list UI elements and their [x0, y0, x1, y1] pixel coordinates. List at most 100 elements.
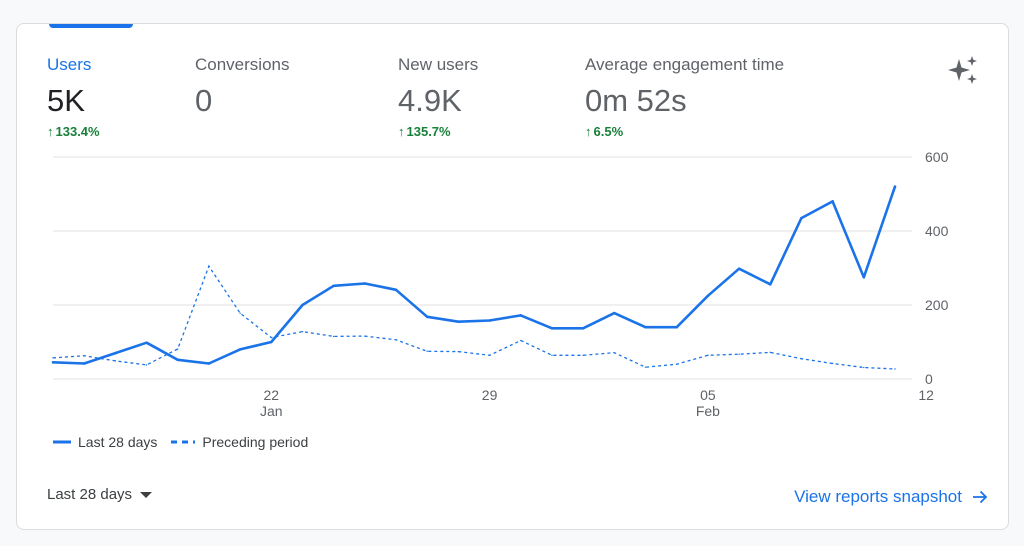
data-point-last-28-days — [332, 284, 335, 288]
data-point-preceding-period — [551, 354, 553, 357]
view-reports-snapshot-link[interactable]: View reports snapshot — [794, 487, 988, 507]
x-tick-month-label: Feb — [696, 403, 720, 419]
data-point-last-28-days — [207, 362, 211, 365]
data-point-preceding-period — [582, 354, 584, 357]
data-point-last-28-days — [675, 325, 679, 329]
y-tick-label: 600 — [925, 149, 949, 165]
date-range-label: Last 28 days — [47, 486, 133, 503]
data-point-last-28-days — [238, 348, 242, 351]
metric-tab-conversions[interactable]: Conversions 0 — [195, 54, 290, 119]
data-point-last-28-days — [51, 361, 55, 364]
metric-change: ↑ 135.7% — [398, 124, 451, 139]
metric-value: 4.9K — [398, 83, 462, 118]
data-point-preceding-period — [520, 339, 522, 342]
data-point-last-28-days — [644, 325, 647, 329]
metric-tab-users[interactable]: Users 5K ↑ 133.4% — [47, 54, 100, 140]
solid-line-swatch-icon — [53, 440, 71, 444]
series-line-last-28-days — [52, 186, 897, 365]
users-overview-card: Users 5K ↑ 133.4% Conversions 0 New users… — [16, 23, 1009, 530]
dashed-line-swatch-icon — [171, 440, 196, 444]
data-point-preceding-period — [301, 330, 304, 333]
date-range-dropdown[interactable]: Last 28 days — [47, 486, 153, 503]
data-point-preceding-period — [208, 265, 210, 267]
data-points — [51, 185, 897, 370]
chart-legend: Last 28 days Preceding period — [53, 434, 322, 450]
data-point-preceding-period — [145, 364, 148, 366]
data-point-preceding-period — [52, 357, 54, 359]
series-line-preceding-period — [52, 264, 896, 370]
legend-item-current: Last 28 days — [53, 434, 157, 450]
metric-label: Conversions — [195, 55, 290, 74]
up-arrow-icon: ↑ — [585, 124, 592, 139]
metric-tab-new-users[interactable]: New users 4.9K ↑ 135.7% — [398, 54, 478, 140]
x-tick-label: 29 — [482, 387, 498, 403]
data-point-preceding-period — [488, 354, 491, 357]
gridlines — [53, 156, 912, 380]
metric-change: ↑ 133.4% — [47, 124, 100, 139]
data-point-preceding-period — [769, 351, 771, 354]
data-point-last-28-days — [581, 327, 585, 330]
arrow-right-icon — [973, 490, 988, 504]
data-point-last-28-days — [457, 320, 460, 323]
data-point-preceding-period — [83, 354, 85, 357]
data-point-last-28-days — [737, 267, 741, 271]
metric-value: 0 — [195, 83, 213, 118]
data-point-last-28-days — [488, 319, 491, 322]
metric-label: Average engagement time — [585, 55, 785, 74]
metric-change: ↑ 6.5% — [585, 124, 624, 139]
x-tick-label: 12 — [918, 387, 934, 403]
data-point-last-28-days — [893, 185, 897, 188]
y-tick-label: 400 — [925, 223, 949, 239]
data-point-last-28-days — [269, 340, 273, 344]
data-point-preceding-period — [239, 312, 241, 314]
data-point-last-28-days — [768, 282, 772, 286]
y-tick-label: 200 — [925, 297, 949, 313]
data-point-last-28-days — [176, 358, 180, 362]
caret-down-icon — [140, 491, 153, 498]
active-tab-indicator — [49, 24, 133, 28]
data-point-preceding-period — [707, 354, 709, 357]
data-point-last-28-days — [613, 311, 616, 315]
legend-label: Preceding period — [202, 434, 309, 450]
data-point-last-28-days — [862, 275, 866, 279]
data-point-preceding-period — [177, 348, 179, 350]
data-point-preceding-period — [831, 362, 834, 365]
metric-tab-avg-engagement[interactable]: Average engagement time 0m 52s ↑ 6.5% — [585, 54, 784, 140]
data-point-preceding-period — [114, 360, 117, 362]
data-point-last-28-days — [800, 216, 803, 220]
view-link-label: View reports snapshot — [794, 487, 962, 506]
data-point-last-28-days — [706, 294, 710, 298]
sparkle-insights-icon[interactable] — [947, 54, 981, 88]
data-point-last-28-days — [114, 351, 117, 355]
metric-value: 0m 52s — [585, 83, 687, 118]
data-point-last-28-days — [394, 288, 398, 292]
data-point-last-28-days — [301, 303, 304, 307]
metric-label: New users — [398, 55, 479, 74]
x-tick-label: 05 — [700, 387, 716, 403]
data-point-last-28-days — [519, 314, 523, 317]
up-arrow-icon: ↑ — [398, 124, 405, 139]
y-tick-label: 0 — [925, 371, 933, 387]
data-point-last-28-days — [363, 282, 367, 285]
data-point-preceding-period — [457, 350, 460, 353]
data-point-preceding-period — [364, 335, 366, 337]
data-point-preceding-period — [395, 339, 397, 341]
data-point-preceding-period — [613, 352, 616, 354]
y-axis-ticks: 0 200 400 600 — [925, 149, 949, 387]
data-point-preceding-period — [800, 357, 803, 360]
data-point-last-28-days — [82, 362, 86, 365]
legend-item-previous: Preceding period — [171, 434, 308, 450]
data-point-preceding-period — [644, 366, 647, 368]
metric-label: Users — [47, 55, 92, 74]
data-point-last-28-days — [550, 327, 554, 330]
data-point-preceding-period — [332, 335, 335, 338]
x-tick-month-label: Jan — [260, 403, 283, 419]
data-point-preceding-period — [863, 366, 865, 369]
up-arrow-icon: ↑ — [47, 124, 54, 139]
legend-label: Last 28 days — [78, 434, 158, 450]
data-point-preceding-period — [894, 368, 896, 370]
x-tick-label: 22 — [264, 387, 280, 403]
data-point-preceding-period — [676, 363, 678, 365]
